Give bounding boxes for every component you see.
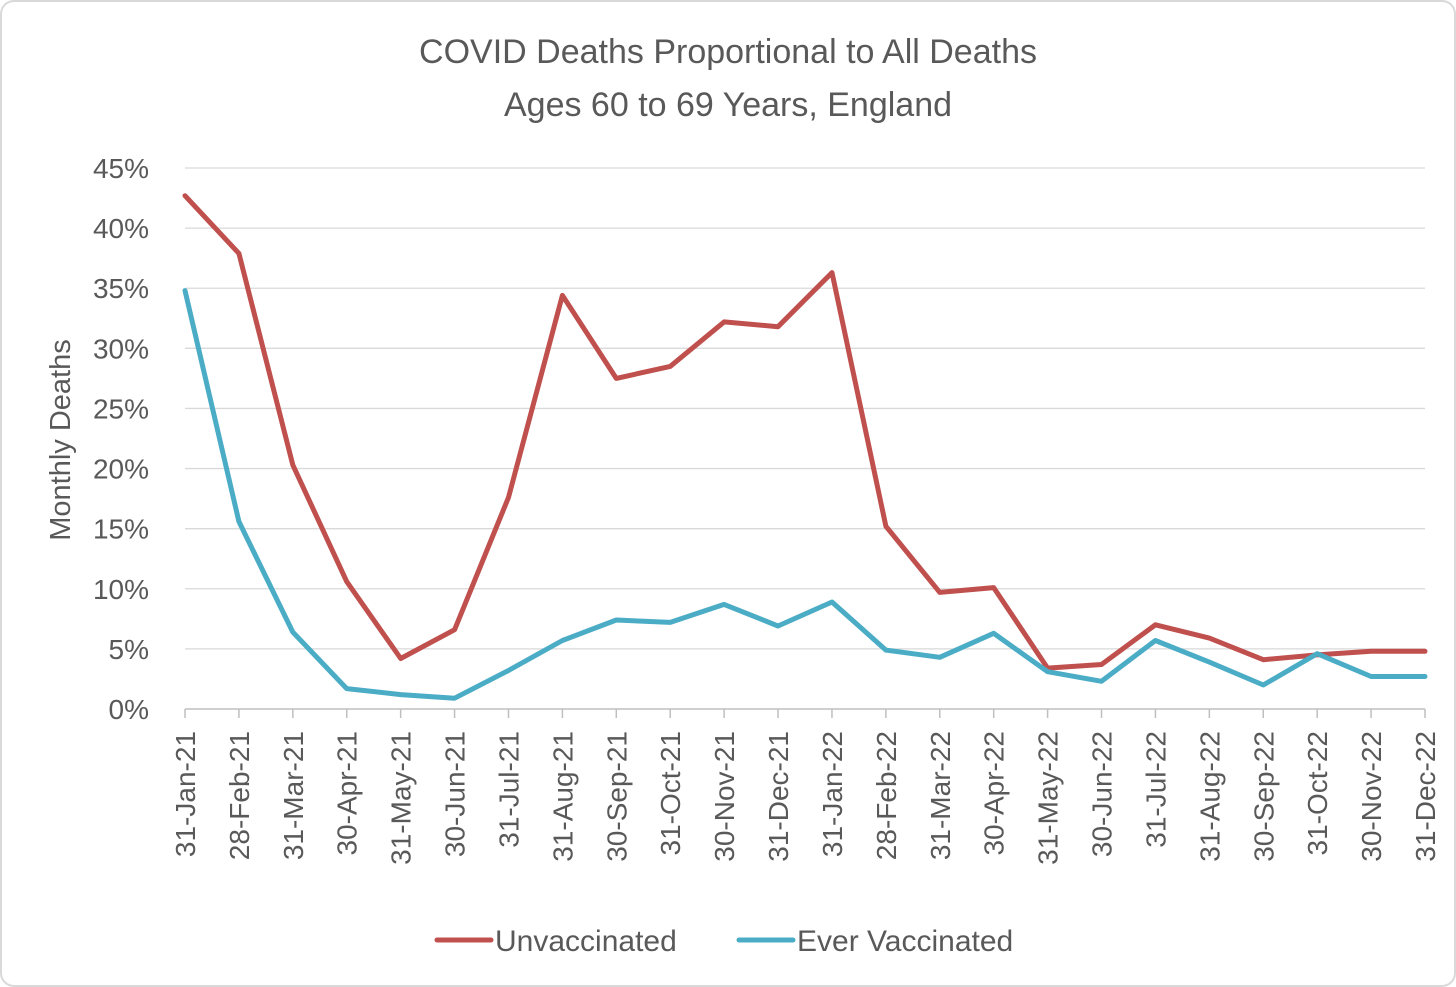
legend-label: Unvaccinated <box>495 925 677 958</box>
x-tick-label: 31-Oct-21 <box>655 731 686 856</box>
x-tick-label: 31-Dec-22 <box>1410 731 1441 862</box>
y-tick-label: 5% <box>109 634 149 665</box>
y-tick-label: 35% <box>93 273 149 304</box>
y-tick-label: 45% <box>93 153 149 184</box>
x-tick-label: 30-Jun-22 <box>1087 731 1118 857</box>
chart-title: COVID Deaths Proportional to All Deaths <box>419 33 1037 71</box>
y-axis-label: Monthly Deaths <box>45 339 77 541</box>
x-tick-label: 31-Jan-21 <box>170 731 201 857</box>
legend-item: Unvaccinated <box>434 925 677 958</box>
y-tick-labels: 0% 5% 10% 15% 20% 25% 30% 35% 40% 45% <box>93 153 149 725</box>
x-tick-label: 31-Oct-22 <box>1302 731 1333 856</box>
legend: Unvaccinated Ever Vaccinated <box>434 925 1013 958</box>
series-lines <box>182 193 1428 701</box>
x-tick-label: 31-Jan-22 <box>817 731 848 857</box>
y-tick-label: 10% <box>93 574 149 605</box>
x-tick-label: 31-Dec-21 <box>763 731 794 862</box>
x-tick-label: 30-Sep-22 <box>1248 731 1279 862</box>
x-tick-label: 31-Mar-21 <box>278 731 309 860</box>
x-tick-label: 30-Apr-21 <box>332 731 363 856</box>
series-line-ever-vaccinated <box>182 288 1428 701</box>
x-tick-label: 31-Mar-22 <box>925 731 956 860</box>
x-tick-label: 31-Jul-22 <box>1140 731 1171 848</box>
y-tick-label: 40% <box>93 213 149 244</box>
gridlines <box>185 167 1425 710</box>
x-tick-label: 31-Jul-21 <box>493 731 524 848</box>
x-tick-label: 31-May-22 <box>1033 731 1064 865</box>
y-tick-label: 25% <box>93 393 149 424</box>
legend-label: Ever Vaccinated <box>797 925 1013 958</box>
x-tick-label: 28-Feb-22 <box>871 731 902 860</box>
x-tick-label: 28-Feb-21 <box>224 731 255 860</box>
y-tick-label: 20% <box>93 454 149 485</box>
y-tick-label: 15% <box>93 514 149 545</box>
x-tick-label: 30-Nov-21 <box>709 731 740 862</box>
x-tick-label: 31-Aug-21 <box>547 731 578 862</box>
x-tick-label: 30-Nov-22 <box>1356 731 1387 862</box>
x-tick-label: 31-Aug-22 <box>1194 731 1225 862</box>
y-tick-label: 30% <box>93 333 149 364</box>
x-tick-label: 31-May-21 <box>386 731 417 865</box>
x-tick-label: 30-Jun-21 <box>440 731 471 857</box>
x-tick-label: 30-Apr-22 <box>979 731 1010 856</box>
x-tick-label: 30-Sep-21 <box>601 731 632 862</box>
y-tick-label: 0% <box>109 694 149 725</box>
chart-subtitle: Ages 60 to 69 Years, England <box>504 86 952 124</box>
legend-item: Ever Vaccinated <box>736 925 1013 958</box>
series-line-unvaccinated <box>182 193 1428 671</box>
x-tick-labels: 31-Jan-21 28-Feb-21 31-Mar-21 30-Apr-21 31-M… <box>170 709 1441 865</box>
